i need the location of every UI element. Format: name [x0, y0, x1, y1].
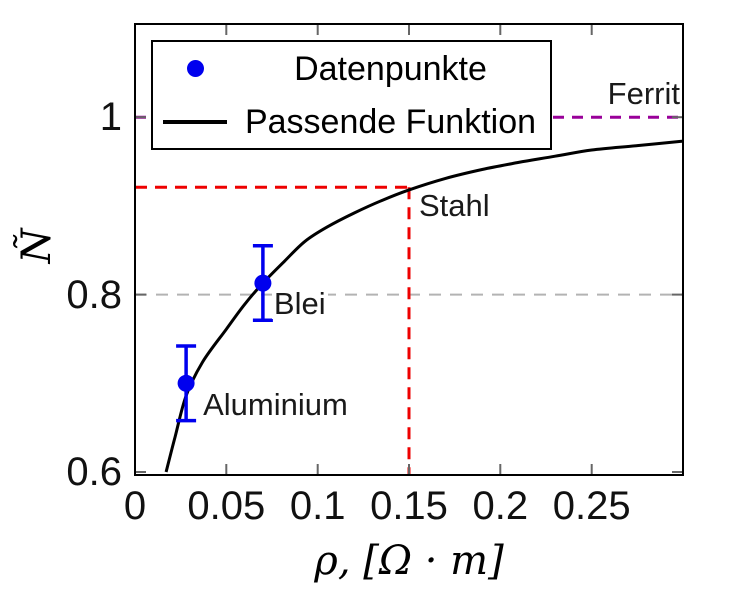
fit-curve — [164, 139, 684, 473]
data-point-aluminium — [177, 374, 195, 392]
legend-item-passende-funktion: Passende Funktion — [153, 95, 550, 148]
legend-marker-col — [153, 119, 237, 124]
legend-box: Datenpunkte Passende Funktion — [151, 40, 552, 150]
legend-marker-col — [153, 60, 237, 77]
legend-label-datenpunkte: Datenpunkte — [294, 49, 487, 88]
legend-label-passende-funktion: Passende Funktion — [244, 102, 537, 141]
legend-item-datenpunkte: Datenpunkte — [153, 42, 550, 95]
fit-line-marker-icon — [163, 119, 227, 124]
data-point-blei — [254, 274, 272, 292]
data-point-marker-icon — [186, 60, 204, 77]
plot-frame — [134, 23, 684, 476]
